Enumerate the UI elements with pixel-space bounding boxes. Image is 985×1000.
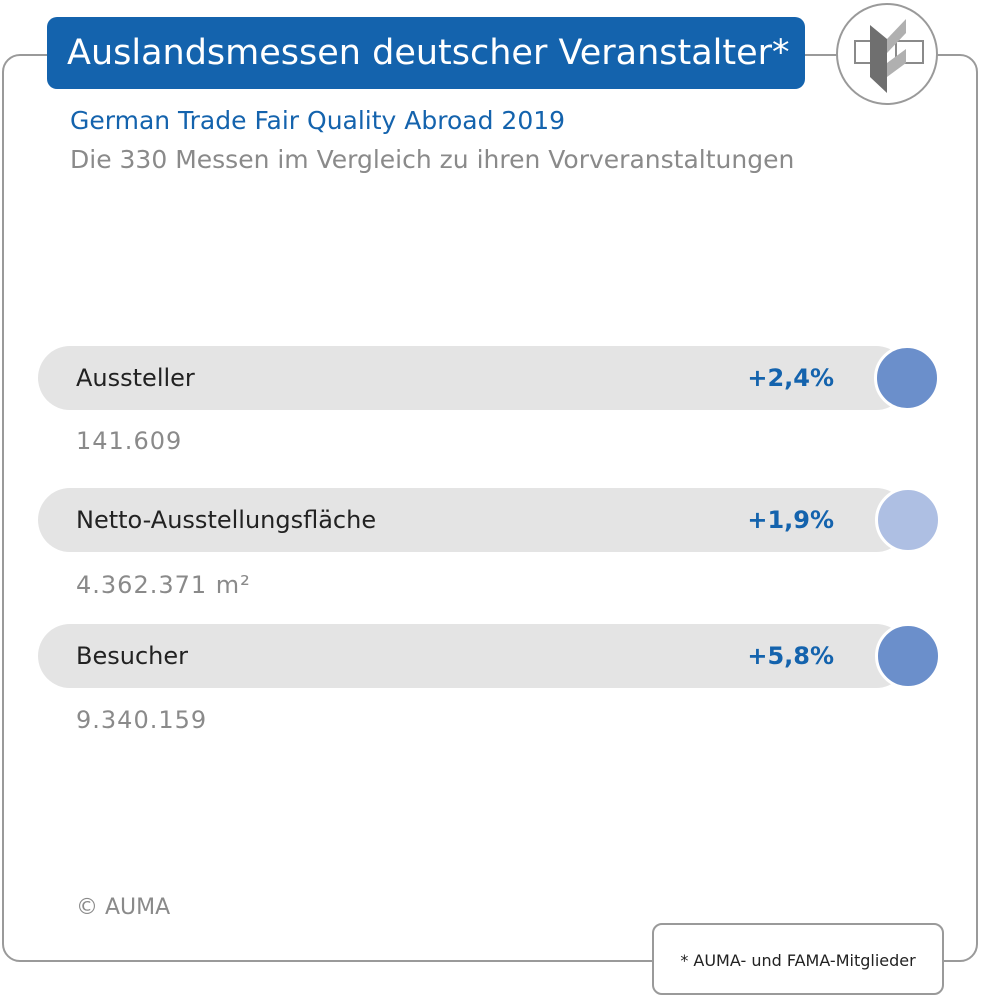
metric-change: +1,9% [747, 506, 834, 534]
metric-change: +5,8% [747, 642, 834, 670]
metric-value: 141.609 [76, 427, 183, 455]
auma-logo-icon [836, 3, 938, 105]
metric-dot [874, 345, 940, 411]
metric-label: Netto-Ausstellungsfläche [76, 506, 377, 534]
description: Die 330 Messen im Vergleich zu ihren Vor… [70, 145, 795, 174]
page-title: Auslandsmessen deutscher Veranstalter* [47, 17, 805, 89]
metric-bar-aussteller: Aussteller +2,4% [38, 346, 908, 410]
metric-dot [875, 623, 941, 689]
metric-dot [875, 487, 941, 553]
metric-label: Aussteller [76, 364, 195, 392]
metric-label: Besucher [76, 642, 188, 670]
footnote-box: * AUMA- und FAMA-Mitglieder [652, 923, 944, 995]
metric-bar-besucher: Besucher +5,8% [38, 624, 908, 688]
metric-bar-netto-flaeche: Netto-Ausstellungsfläche +1,9% [38, 488, 908, 552]
metric-change: +2,4% [747, 364, 834, 392]
metric-value: 4.362.371 m² [76, 571, 251, 599]
metric-value: 9.340.159 [76, 706, 208, 734]
subtitle: German Trade Fair Quality Abroad 2019 [70, 106, 566, 135]
copyright: © AUMA [76, 895, 171, 920]
